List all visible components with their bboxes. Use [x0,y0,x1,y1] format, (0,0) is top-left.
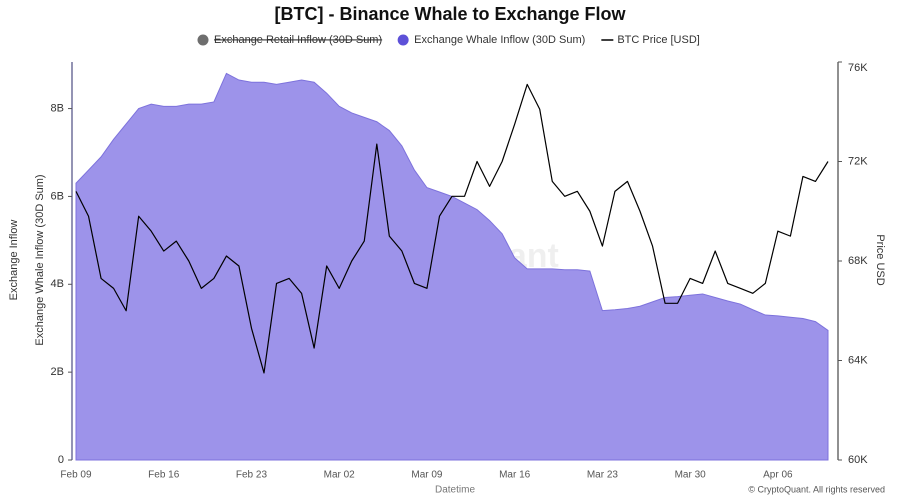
area [75,72,829,461]
y2-tick-label: 76K [848,62,868,74]
line [75,83,829,374]
y2-tick-label: 72K [848,155,868,167]
y-tick-label: 6B [51,190,64,202]
y-axis-outer-label: Exchange Inflow [8,220,20,301]
y-axis-label: Exchange Whale Inflow (30D Sum) [34,174,46,345]
x-tick-label: Feb 23 [236,470,268,481]
x-tick-label: Mar 16 [499,470,531,481]
legend-label[interactable]: Exchange Retail Inflow (30D Sum) [214,34,382,46]
x-axis-label: Datetime [435,485,475,496]
x-tick-label: Feb 09 [60,470,92,481]
y-tick-label: 4B [51,278,64,290]
legend-label[interactable]: BTC Price [USD] [617,34,700,46]
chart-title: [BTC] - Binance Whale to Exchange Flow [274,4,626,24]
y-tick-label: 8B [51,102,64,114]
y-tick-label: 0 [58,454,64,466]
x-tick-label: Mar 02 [324,470,356,481]
x-tick-label: Feb 16 [148,470,180,481]
y-tick-label: 2B [51,366,64,378]
legend: Exchange Retail Inflow (30D Sum) Exchange… [197,34,700,46]
y2-tick-label: 68K [848,255,868,267]
x-tick-label: Mar 23 [587,470,619,481]
y2-axis-label: Price USD [874,234,886,285]
legend-swatch [197,34,209,46]
legend-swatch [397,34,409,46]
x-tick-label: Mar 09 [411,470,443,481]
y2-tick-label: 60K [848,454,868,466]
legend-label[interactable]: Exchange Whale Inflow (30D Sum) [414,34,585,46]
y2-tick-label: 64K [848,354,868,366]
x-tick-label: Apr 06 [763,470,793,481]
credit: © CryptoQuant. All rights reserved [748,484,885,494]
x-tick-label: Mar 30 [675,470,707,481]
